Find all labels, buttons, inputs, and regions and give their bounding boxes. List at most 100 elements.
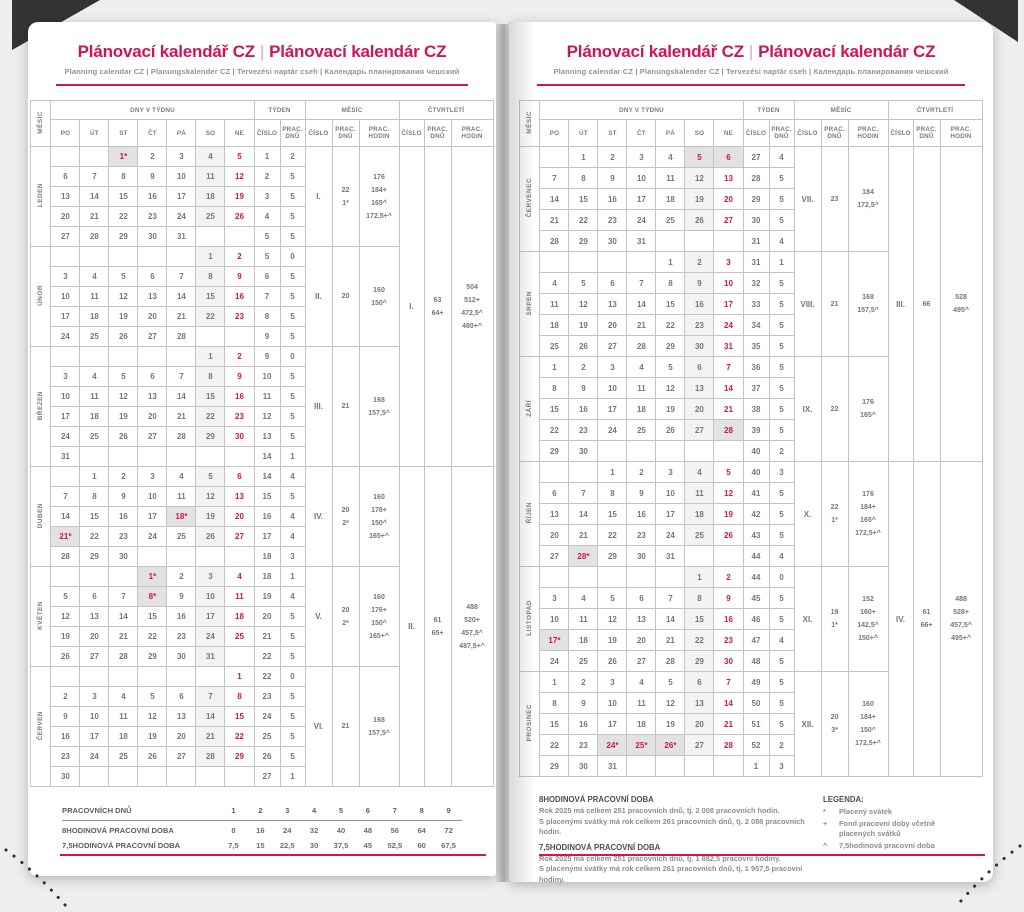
day-cell: 27: [597, 335, 628, 357]
week-row: 22 23 24* 25* 26* 27 28 52 2: [520, 734, 982, 756]
day-cell: 13: [137, 386, 168, 407]
week-workdays-cell: 5: [768, 188, 795, 210]
week-number-cell: 23: [253, 686, 281, 707]
day-cell: [79, 146, 110, 167]
header-ctvrtleti: ČTVRTLETÍ: [398, 100, 494, 120]
value-line: 184+: [860, 504, 876, 511]
day-cell: 14: [713, 692, 744, 714]
day-cell: 3: [713, 251, 744, 273]
bottom-rule-left: [60, 854, 486, 856]
day-cell: 22: [79, 526, 110, 547]
month-workdays-cell: 23: [820, 146, 849, 252]
day-cell: 25: [195, 206, 226, 227]
day-cell: [166, 246, 197, 267]
day-cell: 27: [684, 734, 715, 756]
day-cell: 4: [108, 686, 139, 707]
header-tyden: TÝDEN: [742, 100, 795, 120]
value-line: 172,5+^: [855, 740, 881, 747]
day-cell: 25: [224, 626, 255, 647]
day-cell: [224, 326, 255, 347]
quarter-workdays-cell: 66: [912, 146, 941, 462]
value-line: 2*: [342, 519, 349, 527]
day-cell: 5: [137, 686, 168, 707]
value-line: 165^: [860, 517, 876, 524]
calendar-header: MĚSÍC DNY V TÝDNU TÝDEN MĚSÍC ČTVRTLETÍ PO ÚT S…: [519, 100, 983, 147]
day-cell: 29: [79, 546, 110, 567]
day-cell: 12: [684, 167, 715, 189]
week-number-cell: 1: [253, 146, 281, 167]
day-cell: 28: [108, 646, 139, 667]
perforation-dots-right: [958, 844, 1022, 904]
day-cell: 22: [137, 626, 168, 647]
week-row: 12 13 14 15 16 17 18 20 5: [31, 606, 493, 627]
month-name-cell: ŘÍJEN: [519, 461, 541, 567]
day-cell: 10: [137, 486, 168, 507]
week-workdays-cell: 5: [279, 386, 306, 407]
day-cell: 29: [655, 335, 686, 357]
day-cell: 13: [50, 186, 81, 207]
day-cell: 10: [713, 272, 744, 294]
summary-header-row: PRACOVNÍCH DNŮ 1 2 3 4 5 6 7 8 9: [62, 803, 462, 821]
value-line: 66+: [920, 622, 933, 629]
day-cell: 19: [108, 406, 139, 427]
day-cell: 26: [684, 209, 715, 231]
day-cell: 5: [684, 146, 715, 168]
day-cell: 12: [195, 486, 226, 507]
day-cell: 20: [166, 726, 197, 747]
day-cell: 15: [195, 286, 226, 307]
day-cell: 30: [50, 766, 81, 787]
value-line: 165^: [860, 412, 876, 419]
value-line: 150+^: [858, 635, 878, 642]
day-cell: 19: [137, 726, 168, 747]
value-line: 176+: [371, 606, 387, 614]
day-cell: 25: [108, 746, 139, 767]
summary-value: 52,5: [387, 841, 403, 850]
day-cell: 11: [539, 293, 570, 315]
week-workdays-cell: 0: [279, 246, 306, 267]
day-cell: 9: [684, 272, 715, 294]
calendar-body: LEDEN 1* 2 3 4 5 1 2 I. 22 1* 176 184+ 165^ 172,5+^ I. 6…: [30, 146, 494, 787]
week-workdays-cell: 5: [768, 650, 795, 672]
week-workdays-cell: 5: [768, 314, 795, 336]
day-cell: 7: [568, 482, 599, 504]
week-workdays-cell: 0: [768, 566, 795, 588]
week-workdays-cell: 2: [279, 146, 306, 167]
value-line: 165+^: [369, 632, 389, 640]
day-cell: 18*: [166, 506, 197, 527]
week-cislo-header: ČÍSLO: [742, 119, 770, 147]
week-row: BŘEZEN 1 2 9 0 III. 21 168 157,5^: [30, 346, 493, 467]
week-number-cell: 31: [742, 251, 770, 273]
week-row: 13 14 15 16 17 18 19 42 5: [520, 503, 982, 525]
day-cell: 10: [195, 586, 226, 607]
day-cell: 12: [597, 608, 628, 630]
week-row: LEDEN 1* 2 3 4 5 1 2 I. 22 1* 176 184+ 165^ 172,5+^ I. 6…: [30, 146, 494, 467]
note-line: Rok 2025 má celkem 251 pracovních dnů, t…: [539, 806, 780, 815]
legend-text: 7,5hodinová pracovní doba: [839, 841, 935, 850]
day-cell: 3: [137, 466, 168, 487]
value-line: 520+: [464, 616, 480, 624]
day-cell: 7: [166, 266, 197, 287]
quarter-number-cell: II.: [398, 466, 425, 787]
week-workdays-cell: 5: [768, 293, 795, 315]
day-cell: 4: [224, 566, 255, 587]
day-cell: 30: [626, 545, 657, 567]
day-cell: 7: [626, 272, 657, 294]
day-cell: 16: [568, 398, 599, 420]
day-cell: 28: [166, 326, 197, 347]
day-cell: 8: [539, 377, 570, 399]
month-name: SRPEN: [526, 290, 534, 316]
day-cell: 24: [539, 650, 570, 672]
day-cell: 15: [79, 506, 110, 527]
day-cell: 18: [626, 398, 657, 420]
month-number-cell: VIII.: [793, 251, 822, 357]
week-workdays-cell: 5: [768, 692, 795, 714]
week-number-cell: 1: [742, 755, 770, 777]
calendar-header: MĚSÍC DNY V TÝDNU TÝDEN MĚSÍC ČTVRTLETÍ PO ÚT S…: [30, 100, 494, 147]
day-cell: [626, 440, 657, 462]
weekday-čt: ČT: [626, 119, 657, 147]
note-line: S placenými svátky má rok celkem 261 pra…: [539, 816, 805, 837]
week-workdays-cell: 1: [279, 446, 306, 467]
day-cell: [166, 446, 197, 467]
value-line: 160+: [860, 609, 876, 616]
day-cell: 5: [568, 272, 599, 294]
